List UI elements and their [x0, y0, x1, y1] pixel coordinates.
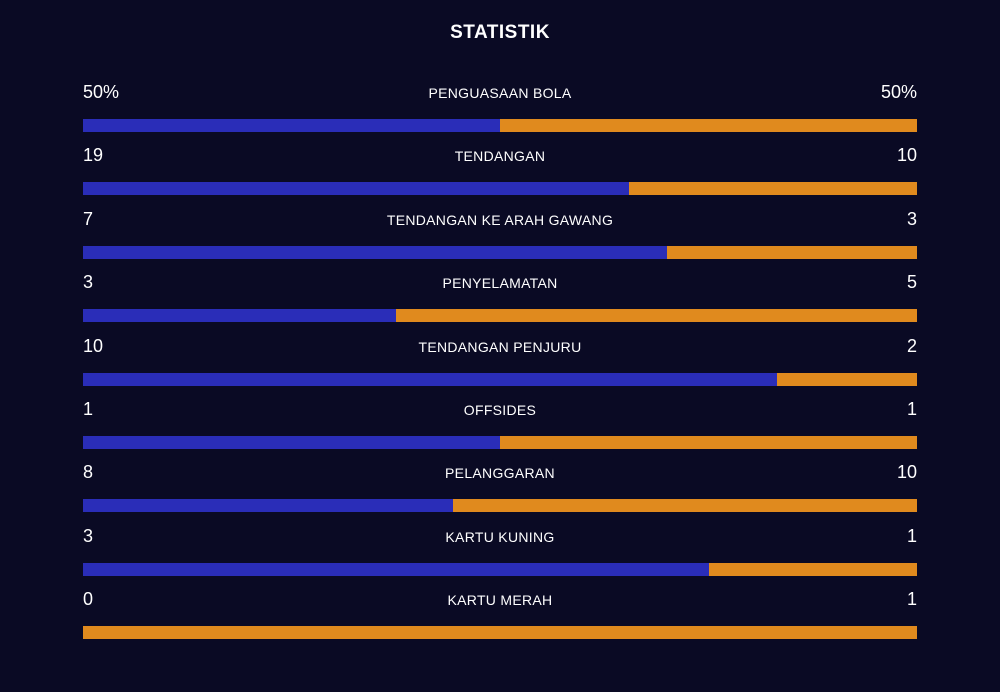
- stat-home-value: 1: [83, 398, 94, 419]
- stat-comparison-bar: [83, 182, 917, 196]
- stat-away-value: 1: [906, 525, 917, 546]
- stat-home-value: 8: [83, 462, 94, 483]
- stat-away-value: 5: [906, 272, 917, 293]
- stat-comparison-bar: [83, 626, 917, 640]
- stat-bar-home: [83, 499, 454, 513]
- stat-bar-away: [395, 309, 917, 323]
- stat-row: 50% PENGUASAAN BOLA 50%: [83, 80, 917, 143]
- stat-row: 8 PELANGGARAN 10: [83, 460, 917, 523]
- stat-bar-away: [83, 626, 917, 640]
- stat-header: 3 KARTU KUNING 1: [83, 524, 917, 551]
- stat-row: 3 KARTU KUNING 1: [83, 524, 917, 587]
- stat-away-value: 50%: [880, 82, 917, 102]
- stat-label: KARTU MERAH: [447, 592, 553, 609]
- stat-home-value: 50%: [83, 82, 120, 102]
- stat-away-value: 3: [906, 208, 917, 229]
- stat-header: 10 TENDANGAN PENJURU 2: [83, 334, 917, 361]
- stat-label: PELANGGARAN: [445, 465, 555, 482]
- stat-header: 3 PENYELAMATAN 5: [83, 270, 917, 297]
- stat-home-value: 7: [83, 208, 94, 229]
- stat-home-value: 0: [83, 589, 94, 610]
- stat-bar-home: [83, 182, 630, 196]
- stat-home-value: 3: [83, 525, 94, 546]
- stat-away-value: 2: [906, 335, 917, 356]
- stat-away-value: 10: [896, 462, 917, 483]
- stat-comparison-bar: [83, 499, 917, 513]
- stat-bar-away: [776, 372, 917, 386]
- stat-comparison-bar: [83, 309, 917, 323]
- stat-label: KARTU KUNING: [445, 528, 555, 545]
- stat-comparison-bar: [83, 372, 917, 386]
- stat-comparison-bar: [83, 245, 917, 259]
- stat-bar-home: [83, 119, 500, 132]
- stat-home-value: 10: [83, 335, 104, 356]
- stat-label: PENGUASAAN BOLA: [428, 85, 572, 101]
- stat-bar-away: [666, 245, 917, 259]
- stat-row: 7 TENDANGAN KE ARAH GAWANG 3: [83, 207, 917, 270]
- stat-bar-home: [83, 245, 667, 259]
- stat-bar-away: [708, 562, 917, 576]
- stat-bar-away: [500, 435, 917, 449]
- stats-title: STATISTIK: [450, 22, 550, 43]
- stat-comparison-bar: [83, 119, 917, 132]
- stat-header: 8 PELANGGARAN 10: [83, 460, 917, 487]
- stat-bar-home: [83, 309, 396, 323]
- stat-bar-home: [83, 435, 500, 449]
- stat-header: 50% PENGUASAAN BOLA 50%: [83, 80, 917, 107]
- stat-home-value: 3: [83, 272, 94, 293]
- stat-header: 0 KARTU MERAH 1: [83, 587, 917, 614]
- stat-comparison-bar: [83, 562, 917, 576]
- stat-row: 3 PENYELAMATAN 5: [83, 270, 917, 333]
- stat-header: 19 TENDANGAN 10: [83, 143, 917, 170]
- stat-away-value: 1: [906, 398, 917, 419]
- stat-row: 19 TENDANGAN 10: [83, 143, 917, 206]
- stat-bar-away: [629, 182, 917, 196]
- stat-label: OFFSIDES: [463, 401, 537, 418]
- stat-label: TENDANGAN PENJURU: [418, 338, 582, 355]
- stat-bar-home: [83, 562, 709, 576]
- stat-header: 7 TENDANGAN KE ARAH GAWANG 3: [83, 207, 917, 234]
- stat-row: 10 TENDANGAN PENJURU 2: [83, 334, 917, 397]
- stat-label: PENYELAMATAN: [442, 275, 558, 292]
- stat-bar-away: [500, 119, 917, 132]
- stat-row: 0 KARTU MERAH 1: [83, 587, 917, 650]
- stat-label: TENDANGAN: [454, 148, 546, 165]
- stat-header: 1 OFFSIDES 1: [83, 397, 917, 424]
- stat-bar-away: [453, 499, 917, 513]
- stat-label: TENDANGAN KE ARAH GAWANG: [386, 211, 614, 228]
- stat-home-value: 19: [83, 145, 104, 166]
- stat-comparison-bar: [83, 435, 917, 449]
- stats-list: 50% PENGUASAAN BOLA 50% 19 TENDANGAN 10 7 TENDA…: [83, 80, 917, 651]
- stat-away-value: 10: [896, 145, 917, 166]
- stat-away-value: 1: [906, 589, 917, 610]
- stat-row: 1 OFFSIDES 1: [83, 397, 917, 460]
- stat-bar-home: [83, 372, 777, 386]
